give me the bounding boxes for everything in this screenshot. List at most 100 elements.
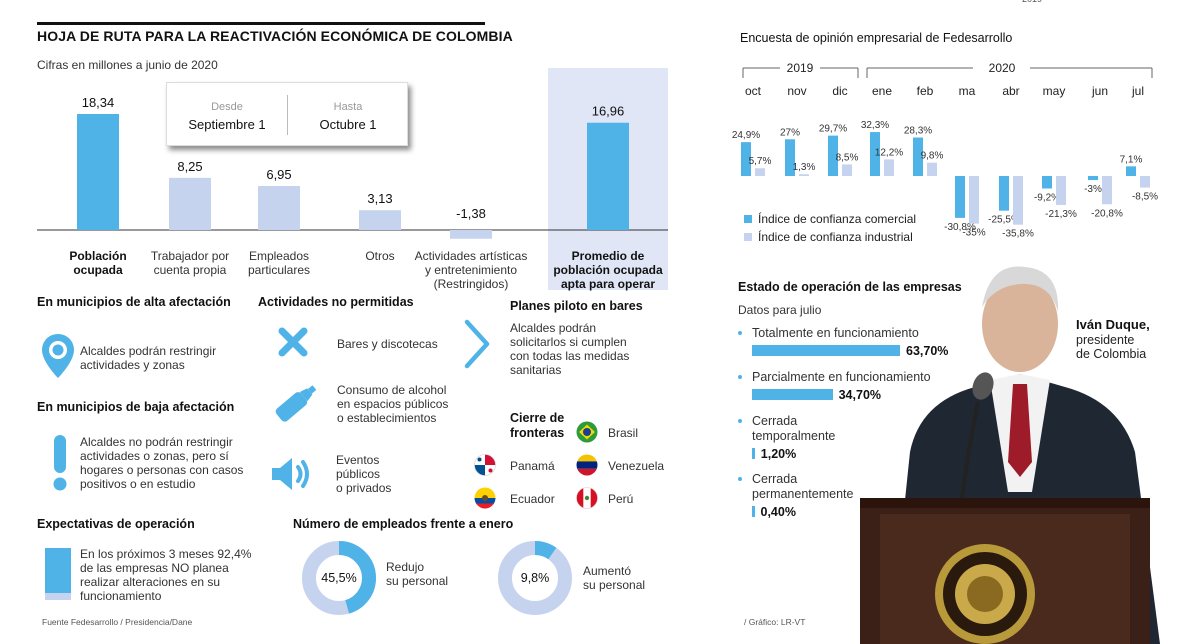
alta-text: Alcaldes podrán restringir actividades y…	[80, 344, 217, 372]
estado-bar	[752, 506, 755, 517]
bar	[359, 210, 401, 230]
series-bar	[870, 132, 880, 176]
period-divider	[287, 95, 288, 135]
estado-value: 0,40%	[760, 505, 796, 519]
category-label: (Restringidos)	[434, 277, 509, 291]
series-bar	[1056, 176, 1066, 205]
series-bar	[828, 135, 838, 176]
person-role: presidente de Colombia	[1076, 333, 1147, 361]
month-label: jun	[1091, 84, 1108, 98]
series-bar	[842, 164, 852, 176]
bar-value-label: -1,38	[456, 206, 486, 221]
venezuela-flag-icon	[576, 454, 598, 476]
expectativas-text: En los próximos 3 meses 92,4% de las emp…	[80, 547, 252, 603]
donut-text: Redujo su personal	[386, 560, 449, 588]
bar-data-label: 7,1%	[1120, 154, 1143, 165]
no-permitida-item: Eventos públicos o privados	[336, 453, 392, 495]
bar-data-label: 32,3%	[861, 120, 889, 131]
bullet-dot	[738, 419, 742, 423]
category-label: y entretenimiento	[425, 263, 517, 277]
fedesarrollo-title: Encuesta de opinión empresarial de Fedes…	[740, 31, 1013, 45]
baja-heading: En municipios de baja afectación	[37, 400, 235, 414]
expectativas-heading: Expectativas de operación	[37, 517, 195, 531]
estado-value: 34,70%	[838, 388, 882, 402]
series-bar	[884, 159, 894, 176]
expectativas-bar	[45, 548, 71, 600]
no-permitida-item: Bares y discotecas	[337, 337, 438, 351]
country-label: Brasil	[608, 426, 639, 440]
source-note: Fuente Fedesarrollo / Presidencia/Dane	[42, 617, 193, 627]
series-bar	[1102, 176, 1112, 205]
bar-data-label: -21,3%	[1045, 209, 1077, 220]
category-label: Trabajador por	[151, 249, 229, 263]
category-label: Población	[69, 249, 126, 263]
bar-data-label: -20,8%	[1091, 208, 1123, 219]
estado-label: Totalmente en funcionamiento	[752, 326, 919, 340]
no-permitida-item: Consumo de alcohol en espacios públicos …	[337, 383, 449, 425]
month-label: nov	[787, 84, 806, 98]
panama-flag-icon	[474, 454, 496, 476]
category-label: apta para operar	[561, 277, 655, 291]
category-label: población ocupada	[553, 263, 663, 277]
no-permitidas-heading: Actividades no permitidas	[258, 295, 414, 309]
fedesarrollo-chart: 2019 2020 oct nov dic ene feb ma abr may jun jul 24,…	[732, 61, 1158, 244]
bar-value-label: 6,95	[266, 167, 291, 182]
country-label: Panamá	[510, 459, 555, 473]
donut-text: Aumentó su personal	[583, 564, 646, 592]
year-label: 2020	[989, 61, 1016, 75]
series-bar	[927, 162, 937, 176]
series-bar	[913, 137, 923, 176]
bullet-dot	[738, 477, 742, 481]
category-label: particulares	[248, 263, 310, 277]
estado-heading: Estado de operación de las empresas	[738, 280, 962, 294]
series-bar	[755, 168, 765, 176]
category-label: Actividades artísticas	[415, 249, 528, 263]
estado-label: Cerrada	[752, 472, 798, 486]
estado-bar	[752, 345, 900, 356]
estado-label: Cerrada	[752, 414, 798, 428]
month-label: abr	[1002, 84, 1019, 98]
bar-data-label: -3%	[1084, 184, 1102, 195]
country-label: Ecuador	[510, 492, 555, 506]
bar	[587, 122, 629, 230]
peru-flag-icon	[576, 487, 598, 509]
bar-data-label: -30,8%	[944, 222, 976, 233]
bar-data-label: -9,2%	[1034, 193, 1060, 204]
legend-label: Índice de confianza comercial	[758, 211, 916, 226]
bar-data-label: -25,5%	[988, 215, 1020, 226]
category-label: Otros	[365, 249, 394, 263]
estado-value: 1,20%	[760, 447, 797, 461]
bottle-icon	[275, 385, 317, 422]
bar	[77, 114, 119, 230]
donut-slice	[498, 541, 572, 615]
estado-label: permanentemente	[752, 487, 854, 501]
month-label: ene	[872, 84, 892, 98]
bar-value-label: 18,34	[82, 95, 115, 110]
estado-bar	[752, 389, 833, 400]
fronteras-heading: Cierre de fronteras	[510, 411, 565, 440]
month-label: jul	[1131, 84, 1144, 98]
country-label: Perú	[608, 492, 634, 506]
alta-heading: En municipios de alta afectación	[37, 295, 231, 309]
piloto-text: Alcaldes podrán solicitarlos si cumplen …	[510, 321, 630, 377]
estado-value: 63,70%	[906, 344, 949, 358]
page-subtitle: Cifras en millones a junio de 2020	[37, 58, 218, 72]
bar-data-label: 5,7%	[749, 156, 772, 167]
donut-value-label: 45,5%	[321, 571, 357, 585]
period-from-label: Desde	[211, 101, 243, 113]
bar-data-label: 29,7%	[819, 124, 847, 135]
category-label: ocupada	[73, 263, 123, 277]
location-pin-icon	[42, 334, 74, 378]
donut-value-label: 9,8%	[520, 571, 550, 585]
page-title: HOJA DE RUTA PARA LA REACTIVACIÓN ECONÓM…	[37, 28, 513, 44]
period-to-label: Hasta	[333, 101, 363, 113]
series-bar	[799, 174, 809, 176]
duque-photo	[860, 266, 1160, 644]
bar	[169, 177, 211, 230]
person-name: Iván Duque,	[1076, 317, 1150, 332]
estado-subtitle: Datos para julio	[738, 303, 822, 317]
legend-swatch	[744, 215, 752, 223]
series-bar	[1140, 176, 1150, 188]
piloto-heading: Planes piloto en bares	[510, 299, 643, 313]
x-icon	[278, 327, 308, 357]
